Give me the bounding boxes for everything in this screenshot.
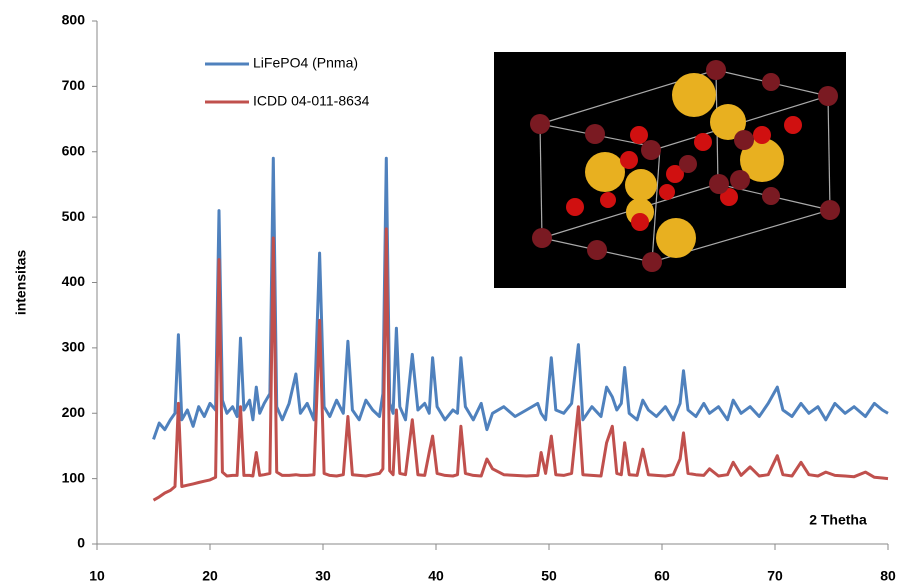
- x-tick-label: 50: [541, 568, 557, 584]
- y-tick-label: 400: [62, 273, 86, 289]
- crystal-inset: [494, 52, 846, 288]
- x-tick-label: 20: [202, 568, 218, 584]
- y-tick-label: 100: [62, 469, 86, 485]
- x-tick-label: 60: [654, 568, 670, 584]
- x-tick-label: 10: [89, 568, 105, 584]
- y-tick-label: 800: [62, 12, 86, 28]
- y-axis-label: intensitas: [13, 250, 29, 316]
- x-tick-label: 30: [315, 568, 331, 584]
- x-tick-label: 70: [767, 568, 783, 584]
- y-tick-label: 0: [77, 535, 85, 551]
- y-tick-label: 200: [62, 404, 86, 420]
- x-axis-label: 2 Thetha: [809, 512, 867, 528]
- x-tick-label: 40: [428, 568, 444, 584]
- y-tick-label: 500: [62, 208, 86, 224]
- y-tick-label: 300: [62, 339, 86, 355]
- y-tick-label: 600: [62, 142, 86, 158]
- page: {"chart_data": {"type": "line", "xlabel"…: [0, 0, 901, 584]
- y-tick-label: 700: [62, 77, 86, 93]
- x-tick-label: 80: [880, 568, 896, 584]
- legend-label: LiFePO4 (Pnma): [253, 55, 358, 71]
- legend-label: ICDD 04-011-8634: [253, 93, 370, 109]
- chart: 0 100 200 300 400 500 600 700 800 10 20 30 40 50 60 70 8…: [0, 0, 901, 584]
